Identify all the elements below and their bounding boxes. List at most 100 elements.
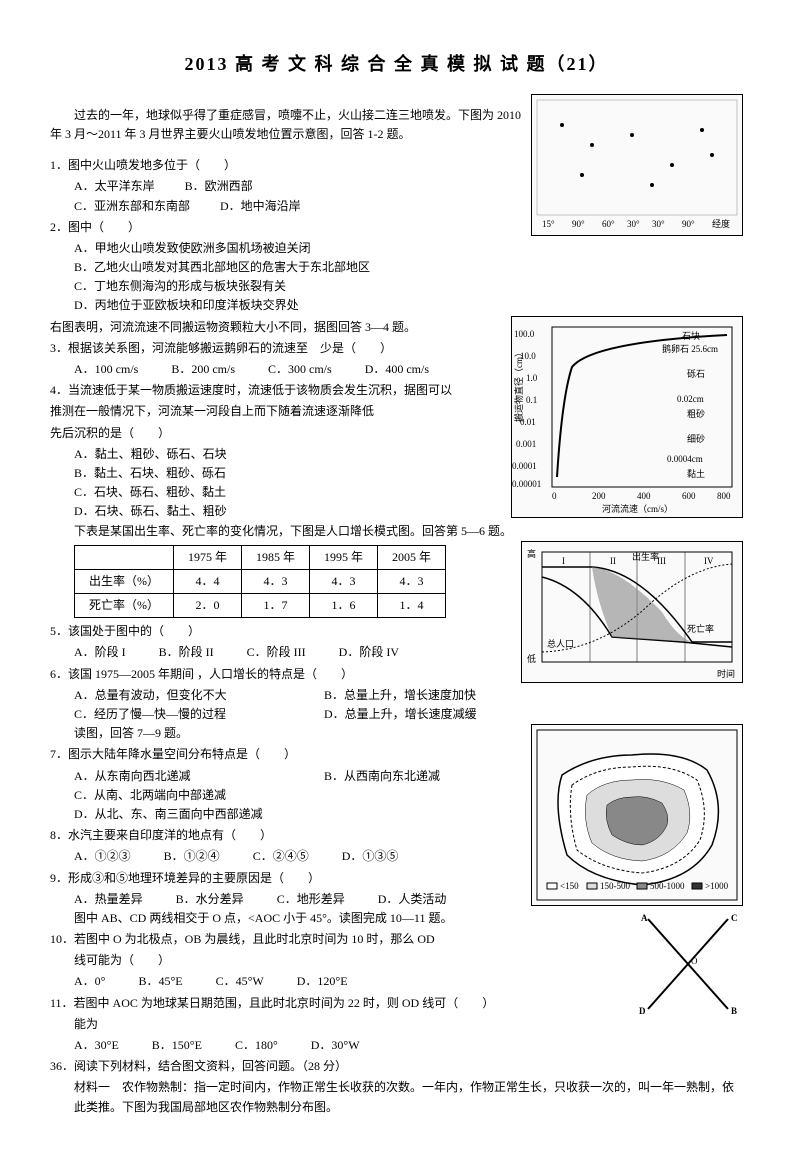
svg-text:低: 低 (527, 653, 536, 664)
svg-text:高: 高 (527, 548, 536, 559)
svg-text:15°: 15° (542, 219, 555, 229)
q5-d: D．阶段 IV (339, 643, 399, 662)
svg-text:鹅卵石 25.6cm: 鹅卵石 25.6cm (662, 343, 718, 354)
q2-stem: 2．图中（ ） (50, 218, 523, 237)
q10-stem2: 线可能为（ ） (50, 951, 625, 970)
svg-text:200: 200 (592, 491, 606, 501)
sec5-intro: 下表是某国出生率、死亡率的变化情况，下图是人口增长模式图。回答第 5—6 题。 (50, 522, 743, 541)
q7-c: C．从南、北两端向中部递减 (74, 786, 294, 805)
q8-b: B．①②④ (164, 847, 220, 866)
q9-c: C．地形差异 (277, 890, 345, 909)
figure-population-model: I II III IV 出生率 死亡率 总人口 高 低 时间 (521, 541, 743, 683)
svg-text:0.1: 0.1 (526, 395, 537, 405)
q36-stem: 36．阅读下列材料，结合图文资料，回答问题。（28 分） (50, 1057, 743, 1076)
q10-stem1: 10．若图中 O 为北极点，OB 为晨线，且此时北京时间为 10 时，那么 OD (50, 930, 625, 949)
q4-b: B．黏土、石块、粗砂、砾石 (74, 464, 226, 483)
svg-text:细砂: 细砂 (687, 433, 705, 444)
svg-text:O: O (691, 956, 698, 966)
q7-b: B．从西南向东北递减 (324, 767, 440, 786)
q7-d: D．从北、东、南三面向中西部递减 (74, 805, 263, 824)
q2-a: A．甲地火山喷发致使欧洲多国机场被迫关闭 (74, 239, 523, 258)
q3-b: B．200 cm/s (171, 360, 235, 379)
q4-stem2: 推测在一般情况下，河流某一河段自上而下随着流速逐渐降低 (50, 402, 503, 421)
q3-stem: 3．根据该关系图，河流能够搬运鹅卵石的流速至 少是（ ） (50, 339, 503, 358)
q1-a: A．太平洋东岸 (74, 177, 155, 196)
svg-text:0.00001: 0.00001 (512, 479, 541, 489)
q3-d: D．400 cm/s (365, 360, 429, 379)
q11-d: D．30°W (311, 1036, 360, 1055)
q6-a: A．总量有波动，但变化不大 (74, 686, 294, 705)
q5-stem: 5．该国处于图中的（ ） (50, 622, 513, 641)
q1-b: B．欧洲西部 (185, 177, 253, 196)
svg-text:经度: 经度 (712, 218, 730, 229)
svg-text:90°: 90° (572, 219, 585, 229)
q2-c: C．丁地东侧海沟的形成与板块张裂有关 (74, 277, 523, 296)
q5-a: A．阶段 I (74, 643, 126, 662)
q3-a: A．100 cm/s (74, 360, 138, 379)
svg-text:<150: <150 (560, 881, 579, 891)
q3-c: C．300 cm/s (268, 360, 332, 379)
q36-mat1: 材料一 农作物熟制：指一定时间内，作物正常生长收获的次数。一年内，作物正常生长，… (50, 1078, 743, 1116)
svg-text:D: D (639, 1006, 646, 1016)
q10-d: D．120°E (297, 972, 348, 991)
svg-text:河流流速（cm/s）: 河流流速（cm/s） (602, 503, 673, 514)
svg-text:600: 600 (682, 491, 696, 501)
svg-text:死亡率: 死亡率 (687, 623, 714, 634)
svg-text:搬运物直径（cm）: 搬运物直径（cm） (513, 348, 524, 422)
svg-text:400: 400 (637, 491, 651, 501)
svg-text:IV: IV (704, 556, 714, 566)
svg-text:总人口: 总人口 (547, 638, 574, 649)
svg-text:30°: 30° (652, 219, 665, 229)
svg-text:0.0001: 0.0001 (512, 461, 537, 471)
svg-text:A: A (641, 913, 648, 923)
q6-b: B．总量上升，增长速度加快 (324, 686, 476, 705)
svg-text:B: B (731, 1006, 737, 1016)
svg-text:II: II (610, 556, 616, 566)
q10-a: A．0° (74, 972, 105, 991)
svg-text:0.02cm: 0.02cm (677, 394, 704, 404)
q4-stem3: 先后沉积的是（ ） (50, 424, 503, 443)
svg-text:0.001: 0.001 (516, 439, 536, 449)
q6-c: C．经历了慢—快—慢的过程 (74, 705, 294, 724)
sec10-intro: 图中 AB、CD 两线相交于 O 点，<AOC 小于 45°。读图完成 10—1… (50, 909, 625, 928)
q1-stem: 1．图中火山喷发地多位于（ ） (50, 156, 523, 175)
q6-d: D．总量上升，增长速度减缓 (324, 705, 477, 724)
figure-sediment-chart: 100.0 10.0 1.0 0.1 0.01 0.001 0.0001 0.0… (511, 316, 743, 518)
svg-text:时间: 时间 (717, 668, 735, 679)
svg-text:90°: 90° (682, 219, 695, 229)
svg-text:100.0: 100.0 (514, 329, 535, 339)
q11-a: A．30°E (74, 1036, 119, 1055)
q11-c: C．180° (235, 1036, 278, 1055)
q4-c: C．石块、砾石、粗砂、黏土 (74, 483, 294, 502)
svg-text:黏土: 黏土 (687, 468, 705, 479)
svg-text:C: C (731, 913, 738, 923)
q8-stem: 8．水汽主要来自印度洋的地点有（ ） (50, 826, 523, 845)
q8-c: C．②④⑤ (253, 847, 309, 866)
sec3-intro: 右图表明，河流流速不同搬运物资颗粒大小不同，据图回答 3—4 题。 (50, 318, 503, 337)
q1-d: D．地中海沿岸 (220, 197, 301, 216)
svg-text:0.0004cm: 0.0004cm (667, 454, 703, 464)
q2-b: B．乙地火山喷发对其西北部地区的危害大于东北部地区 (74, 258, 523, 277)
q1-c: C．亚洲东部和东南部 (74, 197, 190, 216)
q5-c: C．阶段 III (247, 643, 306, 662)
figure-volcano-map: 15° 90° 60° 30° 30° 90° 经度 (531, 94, 743, 236)
q7-stem: 7．图示大陆年降水量空间分布特点是（ ） (50, 745, 523, 764)
sec7-intro: 读图，回答 7—9 题。 (50, 724, 523, 743)
svg-text:石块: 石块 (682, 330, 700, 341)
q2-d: D．丙地位于亚欧板块和印度洋板块交界处 (74, 296, 523, 315)
svg-text:30°: 30° (627, 219, 640, 229)
svg-text:粗砂: 粗砂 (687, 408, 705, 419)
q11-b: B．150°E (152, 1036, 202, 1055)
q9-b: B．水分差异 (176, 890, 244, 909)
q11-stem1: 11．若图中 AOC 为地球某日期范围，且此时北京时间为 22 时，则 OD 线… (50, 994, 625, 1013)
q10-b: B．45°E (138, 972, 182, 991)
q9-a: A．热量差异 (74, 890, 143, 909)
q5-b: B．阶段 II (159, 643, 214, 662)
q8-d: D．①③⑤ (342, 847, 399, 866)
figure-cross-lines: A B C D O (633, 909, 743, 1019)
q11-stem2: 能为 (50, 1015, 625, 1034)
q4-d: D．石块、砾石、黏土、粗砂 (74, 502, 227, 521)
q4-a: A．黏土、粗砂、砾石、石块 (74, 445, 294, 464)
q9-stem: 9．形成③和⑤地理环境差异的主要原因是（ ） (50, 869, 523, 888)
figure-australia-map: <150 150-500 500-1000 >1000 (531, 724, 743, 906)
